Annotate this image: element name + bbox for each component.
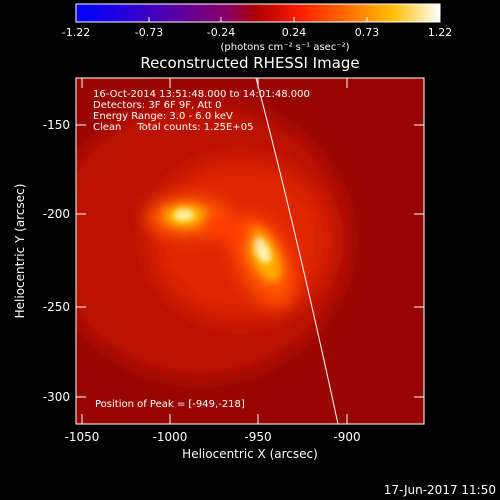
image-title: Reconstructed RHESSI Image bbox=[140, 54, 359, 72]
colorbar: -1.22 -0.73 -0.24 0.24 0.73 1.22 (photon… bbox=[62, 3, 453, 53]
info-line: Energy Range: 3.0 - 6.0 keV bbox=[93, 111, 233, 122]
timestamp: 17-Jun-2017 11:50 bbox=[384, 483, 496, 497]
solar-image bbox=[76, 78, 424, 424]
y-tick-label: -150 bbox=[43, 118, 70, 132]
colorbar-tick: 1.22 bbox=[428, 26, 453, 39]
x-tick-label: -900 bbox=[333, 430, 360, 444]
colorbar-tick: -0.24 bbox=[207, 26, 235, 39]
info-line: Clean Total counts: 1.25E+05 bbox=[93, 122, 253, 133]
colorbar-tick: -0.73 bbox=[135, 26, 163, 39]
plot-frame bbox=[75, 77, 425, 425]
peak-position-label: Position of Peak = [-949,-218] bbox=[95, 399, 245, 410]
colorbar-tick: 0.24 bbox=[282, 26, 307, 39]
info-line: Detectors: 3F 6F 9F, Att 0 bbox=[93, 100, 221, 111]
y-tick-label: -300 bbox=[43, 390, 70, 404]
info-line: 16-Oct-2014 13:51:48.000 to 14:01:48.000 bbox=[93, 89, 310, 100]
x-axis-label: Heliocentric X (arcsec) bbox=[182, 447, 318, 461]
x-tick-label: -950 bbox=[244, 430, 271, 444]
y-tick-label: -200 bbox=[43, 207, 70, 221]
x-tick-label: -1000 bbox=[153, 430, 188, 444]
y-axis-label: Heliocentric Y (arcsec) bbox=[13, 184, 27, 319]
x-tick-label: -1050 bbox=[65, 430, 100, 444]
colorbar-unit: (photons cm⁻² s⁻¹ asec⁻²) bbox=[220, 42, 349, 53]
colorbar-tick: 0.73 bbox=[355, 26, 380, 39]
colorbar-tick: -1.22 bbox=[62, 26, 90, 39]
y-tick-label: -250 bbox=[43, 300, 70, 314]
